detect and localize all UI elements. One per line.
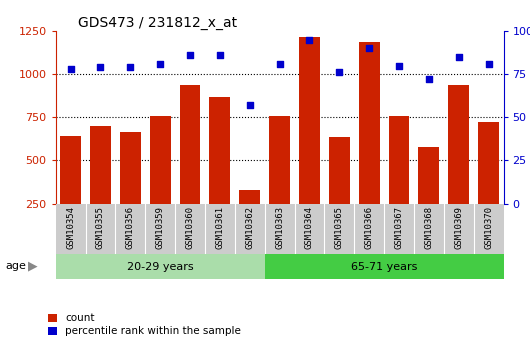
Text: GSM10365: GSM10365 — [335, 206, 344, 249]
Bar — [149, 117, 171, 204]
Text: GSM10354: GSM10354 — [66, 206, 75, 249]
Point — [186, 52, 195, 58]
Text: GSM10364: GSM10364 — [305, 206, 314, 249]
Point — [96, 65, 105, 70]
Point — [126, 65, 135, 70]
Bar — [56, 254, 264, 279]
Bar — [90, 126, 111, 204]
Point — [395, 63, 403, 68]
Point — [425, 77, 433, 82]
Text: GSM10367: GSM10367 — [394, 206, 403, 249]
Bar — [264, 254, 504, 279]
Bar — [209, 97, 231, 204]
Text: GSM10360: GSM10360 — [186, 206, 195, 249]
Point — [66, 66, 75, 72]
Text: GSM10366: GSM10366 — [365, 206, 374, 249]
Text: GSM10362: GSM10362 — [245, 206, 254, 249]
Legend: count, percentile rank within the sample: count, percentile rank within the sample — [48, 313, 241, 336]
Text: GDS473 / 231812_x_at: GDS473 / 231812_x_at — [78, 16, 237, 30]
Bar — [120, 132, 141, 204]
Point — [305, 37, 314, 42]
Point — [216, 52, 224, 58]
Point — [365, 46, 374, 51]
Bar — [388, 117, 410, 204]
Bar — [329, 137, 350, 204]
Bar — [448, 85, 469, 204]
Point — [335, 70, 343, 75]
Point — [484, 61, 493, 67]
Text: GSM10370: GSM10370 — [484, 206, 493, 249]
Point — [455, 54, 463, 60]
Text: GSM10368: GSM10368 — [425, 206, 434, 249]
Text: GSM10369: GSM10369 — [454, 206, 463, 249]
Bar — [478, 122, 499, 204]
Text: 20-29 years: 20-29 years — [127, 262, 193, 272]
Point — [156, 61, 164, 67]
Text: GSM10356: GSM10356 — [126, 206, 135, 249]
Bar — [299, 37, 320, 204]
Bar — [269, 116, 290, 204]
Text: age: age — [5, 262, 26, 271]
Text: GSM10359: GSM10359 — [156, 206, 165, 249]
Text: ▶: ▶ — [28, 260, 37, 273]
Point — [276, 61, 284, 67]
Bar — [239, 190, 260, 204]
Bar — [180, 85, 200, 204]
Text: GSM10355: GSM10355 — [96, 206, 105, 249]
Bar — [60, 136, 81, 204]
Text: GSM10363: GSM10363 — [275, 206, 284, 249]
Text: 65-71 years: 65-71 years — [351, 262, 417, 272]
Point — [245, 102, 254, 108]
Text: GSM10361: GSM10361 — [215, 206, 224, 249]
Bar — [359, 42, 379, 204]
Bar — [418, 147, 439, 204]
